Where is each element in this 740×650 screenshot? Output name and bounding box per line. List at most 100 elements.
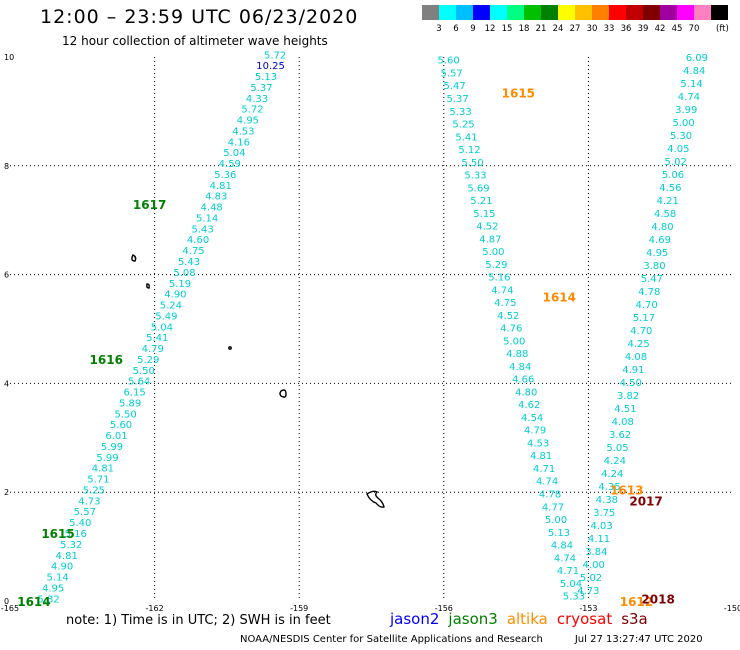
swh-value: 5.00 bbox=[545, 515, 567, 526]
legend-swatch bbox=[711, 5, 728, 20]
swh-value: 4.59 bbox=[219, 159, 241, 170]
swh-value: 4.05 bbox=[667, 144, 689, 155]
swh-value: 4.90 bbox=[51, 562, 73, 573]
swh-value: 5.04 bbox=[223, 148, 245, 159]
swh-value: 5.33 bbox=[449, 107, 471, 118]
swh-value: 5.37 bbox=[446, 94, 468, 105]
track-label: 1615 bbox=[41, 527, 74, 541]
island-shape bbox=[366, 490, 385, 508]
legend-label: 15 bbox=[501, 24, 513, 34]
legend-swatch bbox=[524, 5, 541, 20]
swh-value: 4.56 bbox=[659, 183, 681, 194]
legend-swatch bbox=[660, 5, 677, 20]
legend-swatch bbox=[507, 5, 524, 20]
swh-value: 5.14 bbox=[196, 213, 218, 224]
legend-label: 39 bbox=[637, 24, 649, 34]
swh-value: 5.16 bbox=[488, 273, 510, 284]
swh-value: 5.47 bbox=[641, 274, 663, 285]
x-tick-label: -150 bbox=[724, 604, 740, 613]
swh-value: 5.89 bbox=[119, 398, 141, 409]
swh-value: 5.99 bbox=[96, 453, 118, 464]
swh-value: 4.74 bbox=[536, 477, 558, 488]
swh-value: 5.25 bbox=[452, 120, 474, 131]
swh-value: 5.47 bbox=[443, 81, 465, 92]
swh-value: 5.16 bbox=[65, 529, 87, 540]
swh-value: 5.04 bbox=[151, 322, 173, 333]
track-label: 1613 bbox=[610, 483, 643, 497]
legend-label: 36 bbox=[620, 24, 632, 34]
footnote: note: 1) Time is in UTC; 2) SWH is in fe… bbox=[66, 613, 331, 628]
island-shape bbox=[279, 389, 287, 398]
track-label: 2017 bbox=[629, 494, 662, 508]
swh-value: 5.12 bbox=[458, 145, 480, 156]
hawaii-islands bbox=[131, 254, 385, 508]
swh-value: 4.54 bbox=[521, 413, 543, 424]
swh-value: 4.08 bbox=[625, 352, 647, 363]
swh-value: 5.08 bbox=[173, 268, 195, 279]
track-label: 2018 bbox=[641, 592, 674, 606]
swh-value: 4.78 bbox=[638, 287, 660, 298]
legend-label: 45 bbox=[671, 24, 683, 34]
y-tick-label: 4 bbox=[4, 379, 9, 388]
swh-value: 5.21 bbox=[470, 196, 492, 207]
track-2015: 6.09 4.84 5.14 4.74 3.99 5.00 5.30 4.05 5.02 5.06… bbox=[577, 53, 708, 597]
y-tick-label: 6 bbox=[4, 271, 9, 280]
swh-value: 5.13 bbox=[548, 528, 570, 539]
swh-value: 4.81 bbox=[530, 451, 552, 462]
swh-value: 5.00 bbox=[482, 247, 504, 258]
swh-value: 4.58 bbox=[654, 209, 676, 220]
swh-value: 4.73 bbox=[577, 586, 599, 597]
swh-value: 3.80 bbox=[643, 261, 665, 272]
legend-swatch bbox=[626, 5, 643, 20]
legend-swatch bbox=[592, 5, 609, 20]
track-label: 1616 bbox=[90, 353, 123, 367]
track-label: 1617 bbox=[133, 198, 166, 212]
swh-value: 4.25 bbox=[628, 339, 650, 350]
swh-value: 5.02 bbox=[580, 573, 602, 584]
swh-value: 5.05 bbox=[606, 443, 628, 454]
x-tick-label: -156 bbox=[435, 604, 453, 613]
swh-value: 5.02 bbox=[665, 157, 687, 168]
swh-value: 4.48 bbox=[201, 203, 223, 214]
legend-label: 33 bbox=[603, 24, 615, 34]
swh-value: 4.83 bbox=[205, 192, 227, 203]
swh-value: 4.53 bbox=[527, 438, 549, 449]
swh-value: 5.60 bbox=[437, 56, 459, 67]
swh-value: 5.43 bbox=[191, 224, 213, 235]
legend-label: 9 bbox=[470, 24, 476, 34]
swh-value: 4.84 bbox=[683, 66, 705, 77]
legend-label: 24 bbox=[552, 24, 564, 34]
legend-swatch bbox=[541, 5, 558, 20]
y-tick-label: 0 bbox=[4, 597, 9, 606]
swh-value: 5.19 bbox=[169, 279, 191, 290]
swh-value: 4.33 bbox=[246, 94, 268, 105]
swh-value: 4.70 bbox=[635, 300, 657, 311]
swh-value: 4.50 bbox=[620, 378, 642, 389]
swh-value: 4.70 bbox=[630, 326, 652, 337]
swh-value: 4.03 bbox=[590, 521, 612, 532]
swh-value: 5.64 bbox=[128, 377, 150, 388]
swh-value: 4.77 bbox=[542, 502, 564, 513]
swh-value: 4.74 bbox=[554, 553, 576, 564]
x-tick-label: -159 bbox=[290, 604, 308, 613]
swh-value: 5.69 bbox=[467, 183, 489, 194]
swh-value: 4.51 bbox=[614, 404, 636, 415]
legend-swatch bbox=[490, 5, 507, 20]
swh-value: 4.24 bbox=[604, 456, 626, 467]
swh-value: 4.95 bbox=[646, 248, 668, 259]
swh-value: 4.71 bbox=[533, 464, 555, 475]
swh-value: 4.35 bbox=[598, 482, 620, 493]
swh-value: 5.36 bbox=[214, 170, 236, 181]
swh-value: 4.60 bbox=[187, 235, 209, 246]
swh-value: 5.00 bbox=[503, 336, 525, 347]
swh-value: 5.57 bbox=[440, 68, 462, 79]
swh-value: 4.62 bbox=[518, 400, 540, 411]
swh-value: 5.71 bbox=[87, 475, 109, 486]
swh-value: 4.69 bbox=[649, 235, 671, 246]
legend-label: 30 bbox=[586, 24, 598, 34]
legend-label: 18 bbox=[518, 24, 530, 34]
legend-label: 70 bbox=[688, 24, 700, 34]
swh-value: 5.72 bbox=[241, 105, 263, 116]
swh-value: 4.84 bbox=[509, 362, 531, 373]
